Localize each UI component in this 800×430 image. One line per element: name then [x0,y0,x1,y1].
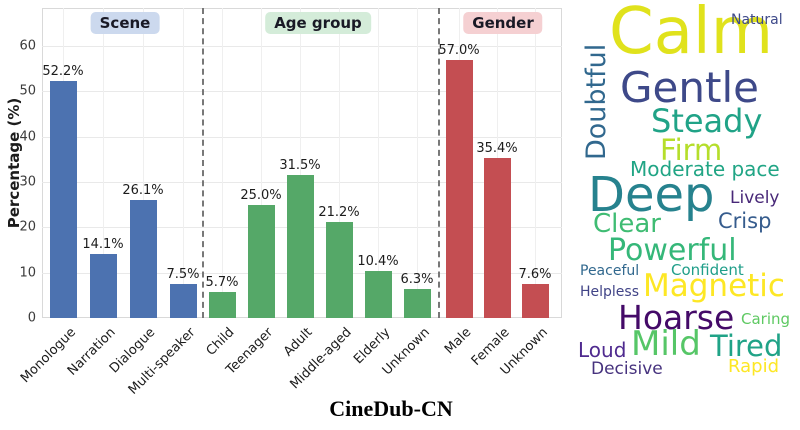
wordcloud-word-caring: Caring [741,310,791,328]
wordcloud-word-powerful: Powerful [608,233,737,268]
bar-value-text: 52.2% [42,64,84,80]
wordcloud-word-helpless: Helpless [580,284,640,300]
wordcloud-word-peaceful: Peaceful [580,263,640,279]
gridline-v [222,8,223,318]
gridline-h [42,46,562,47]
wordcloud-word-moderate-pace: Moderate pace [630,157,780,181]
word-cloud: Calm Natural Doubtful Gentle Steady Firm Moder… [565,0,800,395]
bar-value-text: 35.4% [476,140,518,156]
y-axis-label: Percentage (%) [5,97,23,229]
x-tick-text: Male [442,325,475,358]
y-tick-label: 10 [19,265,36,281]
bar-value-text: 6.3% [400,272,434,288]
wordcloud-word-loud: Loud [578,338,627,362]
group-separator [438,8,440,318]
bar-value-text: 7.6% [518,266,552,282]
wordcloud-word-deep: Deep [588,167,715,223]
gridline-v [103,8,104,318]
gridline-v [261,8,262,318]
bar-value-text: 5.7% [205,275,239,291]
group-separator [202,8,204,318]
bar-value-text: 26.1% [122,182,164,198]
bar-multi-speaker [169,284,197,318]
y-tick-label: 50 [19,83,36,99]
wordcloud-word-decisive: Decisive [591,359,663,379]
y-tick-label: 40 [19,129,36,145]
wordcloud-word-crisp: Crisp [718,209,772,233]
bar-elderly [364,270,392,318]
y-tick-label: 60 [19,38,36,54]
figure-title: CineDub-CN [329,396,453,421]
gridline-h [42,136,562,138]
gridline-v [417,8,418,318]
bar-chart: Percentage (%) 0 10 20 30 40 50 60 52.2% Monolog… [5,8,562,398]
wordcloud-word-steady: Steady [651,102,763,140]
y-tick-label: 0 [27,310,36,326]
bar-value-text: 14.1% [82,237,124,253]
gridline-v [535,8,536,318]
bar-child [208,292,236,318]
bar-female [483,157,511,318]
bar-value-text: 7.5% [166,267,200,282]
bar-male [445,59,473,318]
bar-value-text: 57.0% [438,42,480,58]
y-tick-label: 20 [19,219,36,235]
bar-teenager [247,204,275,318]
gridline-v [183,8,184,318]
wordcloud-word-mild: Mild [631,324,701,364]
gridline-v [300,8,301,318]
wordcloud-word-firm: Firm [660,133,723,167]
wordcloud-word-clear: Clear [593,209,661,239]
wordcloud-word-gentle: Gentle [620,63,759,112]
wordcloud-word-hoarse: Hoarse [618,298,735,337]
bar-unknown [521,283,549,318]
wordcloud-word-tired: Tired [710,329,783,363]
gridline-v [143,8,144,318]
bar-middle-aged [325,221,353,318]
gridline-v [378,8,379,318]
bar-unknown [403,289,431,318]
bar-value-text: 31.5% [279,158,321,174]
group-badge-age-group: Age group [265,12,371,34]
bar-monologue [49,81,77,318]
bar-adult [286,175,314,318]
group-badge-scene: Scene [90,12,160,34]
wordcloud-word-magnetic: Magnetic [643,268,785,304]
x-tick-text: Child [203,325,238,359]
x-tick-text: Adult [281,325,316,360]
wordcloud-word-natural: Natural [731,12,783,28]
wordcloud-word-calm: Calm [609,0,774,69]
y-tick-label: 30 [19,174,36,190]
group-badge-gender: Gender [463,12,543,34]
x-tick-text: Monologue [17,325,79,387]
wordcloud-word-rapid: Rapid [728,356,779,377]
bar-value-text: 10.4% [357,253,399,269]
wordcloud-word-confident: Confident [671,261,744,279]
bar-dialogue [129,199,157,318]
bar-narration [89,254,117,318]
gridline-h [42,91,562,93]
bar-value-text: 25.0% [240,187,282,203]
wordcloud-word-lively: Lively [730,188,780,208]
bar-value-text: 21.2% [318,204,360,220]
gridline-v [339,8,340,318]
wordcloud-word-doubtful: Doubtful [581,43,612,160]
